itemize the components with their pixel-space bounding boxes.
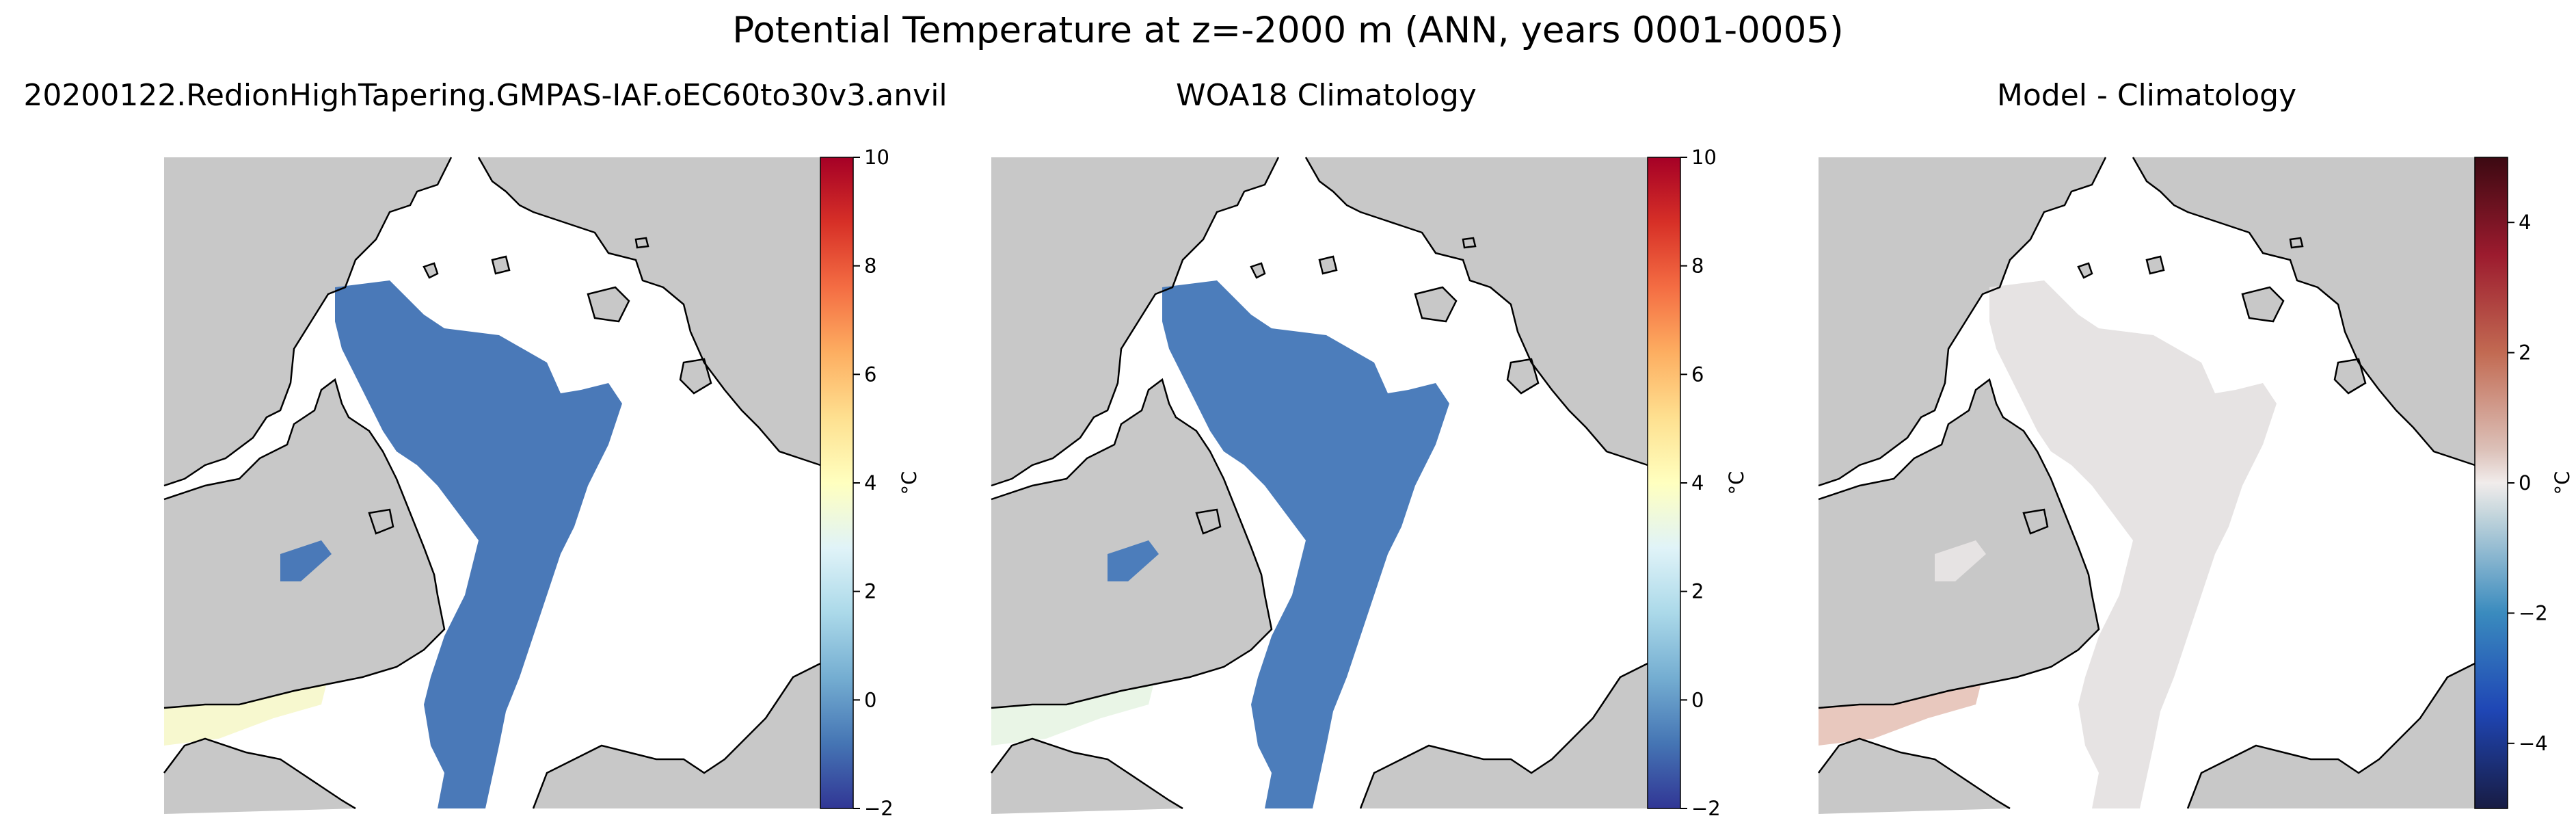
panel-2-colorbar: −2 0 2 4 6 8 10 °C: [1647, 146, 1748, 820]
colorbar-tick-label: 0: [1691, 688, 1704, 711]
panel-1-colorbar-label: °C: [898, 471, 921, 495]
colorbar-tick-label: 8: [864, 254, 876, 278]
colorbar-tick-label: 10: [864, 146, 889, 169]
colorbar-tick-label: 6: [864, 363, 876, 386]
panel-1-map: [163, 156, 822, 814]
colorbar-tick-label: −2: [1691, 797, 1721, 820]
panel-2-map: [990, 156, 1649, 814]
figure-title: Potential Temperature at z=-2000 m (ANN,…: [732, 10, 1844, 51]
panel-1-title: 20200122.RedionHighTapering.GMPAS-IAF.oE…: [23, 78, 948, 113]
colorbar-tick-label: 4: [2519, 211, 2531, 234]
colorbar-tick-label: −2: [864, 797, 894, 820]
panel-3-colorbar-label: °C: [2551, 471, 2574, 495]
colorbar-tick-label: 4: [1691, 471, 1704, 495]
colorbar-tick-label: 2: [1691, 580, 1704, 603]
colorbar-tick-label: 2: [2519, 341, 2531, 365]
panel-1-colorbar: −2 0 2 4 6 8 10 °C: [820, 146, 921, 820]
panel-3-colorbar-ticks: −4 −2 0 2 4: [2508, 211, 2548, 755]
colorbar-tick-label: 4: [864, 471, 876, 495]
panel-3-colorbar: −4 −2 0 2 4 °C: [2474, 157, 2574, 809]
panel-1-colorbar-ticks: −2 0 2 4 6 8 10: [853, 146, 894, 820]
panel-2-title: WOA18 Climatology: [1176, 78, 1477, 113]
panel-3-map: [1817, 156, 2476, 814]
panel-2-colorbar-ticks: −2 0 2 4 6 8 10: [1680, 146, 1721, 820]
panel-2-colorbar-label: °C: [1725, 471, 1748, 495]
colorbar-tick-label: 0: [2519, 471, 2531, 495]
colorbar-tick-label: 0: [864, 688, 876, 711]
colorbar-tick-label: −2: [2519, 601, 2548, 624]
panel-3-title: Model - Climatology: [1996, 78, 2297, 113]
colorbar-tick-label: −4: [2519, 732, 2548, 755]
colorbar-tick-label: 2: [864, 580, 876, 603]
colorbar-tick-label: 8: [1691, 254, 1704, 278]
colorbar-tick-label: 10: [1691, 146, 1717, 169]
colorbar-tick-label: 6: [1691, 363, 1704, 386]
